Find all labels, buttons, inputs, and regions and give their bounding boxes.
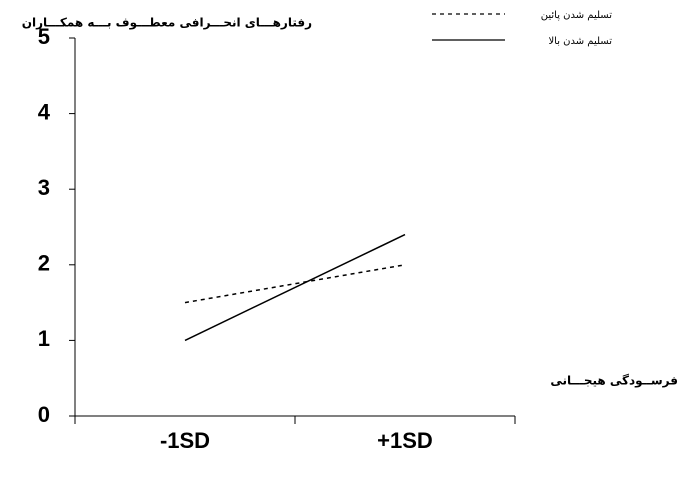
y-axis-label: رفتارهـــای انحـــرافی معطـــوف بـــه هم… [22, 16, 312, 31]
series-line [184, 264, 406, 304]
y-tick-label: 0 [38, 402, 50, 427]
y-tick-label: 2 [38, 251, 50, 276]
x-tick-label: -1SD [160, 428, 210, 453]
y-tick-label: 4 [38, 99, 51, 124]
legend-label: تسلیم شدن بالا [548, 36, 612, 47]
x-tick-label: +1SD [377, 428, 433, 453]
x-axis-label: فرســودگی هیجـــانی [550, 374, 678, 389]
y-tick-label: 5 [38, 24, 50, 49]
y-tick-label: 1 [38, 326, 50, 351]
series-line [184, 233, 406, 342]
y-tick-label: 3 [38, 175, 50, 200]
legend-label: تسلیم شدن پائین [541, 10, 612, 21]
